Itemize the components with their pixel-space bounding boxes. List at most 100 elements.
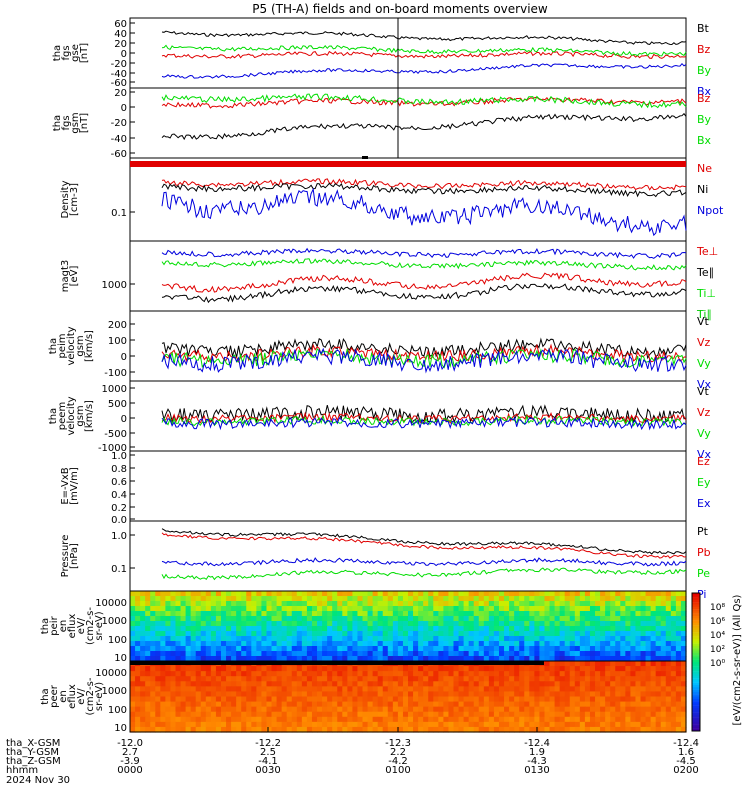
spectrogram-cell <box>210 641 217 647</box>
spectrogram-cell <box>342 721 348 728</box>
spectrogram-cell <box>205 681 212 687</box>
spectrogram-cell <box>236 636 242 642</box>
spectrogram-cell <box>402 691 409 698</box>
spectrogram-cell <box>625 701 631 708</box>
spectrogram-cell <box>256 611 263 617</box>
spectrogram-cell <box>423 696 429 703</box>
spectrogram-cell <box>524 716 530 723</box>
spectrogram-cell <box>387 706 394 713</box>
spectrogram-cell <box>170 726 177 733</box>
spectrogram-cell <box>433 621 439 627</box>
spectrogram-cell <box>205 666 212 672</box>
spectrogram-cell <box>130 711 136 718</box>
y-tick-label: -60 <box>111 149 127 160</box>
spectrogram-cell <box>226 691 232 698</box>
spectrogram-cell <box>458 591 465 597</box>
spectrogram-cell <box>544 681 551 687</box>
spectrogram-cell <box>539 686 546 693</box>
spectrogram-cell <box>595 671 601 677</box>
spectrogram-cell <box>605 611 611 617</box>
y-tick-label: 60 <box>114 19 127 30</box>
spectrogram-cell <box>423 726 429 733</box>
spectrogram-cell <box>554 606 561 612</box>
spectrogram-cell <box>281 676 288 682</box>
spectrogram-cell <box>448 621 455 627</box>
spectrogram-cell <box>600 716 606 723</box>
spectrogram-cell <box>387 676 394 682</box>
spectrogram-cell <box>584 711 591 718</box>
spectrogram-cell <box>423 721 429 728</box>
spectrogram-cell <box>549 696 556 703</box>
spectrogram-cell <box>488 611 495 617</box>
spectrogram-cell <box>311 711 318 718</box>
spectrogram-cell <box>675 646 682 652</box>
y-axis-label: fgs <box>61 45 72 60</box>
spectrogram-cell <box>226 676 232 682</box>
spectrogram-cell <box>579 596 586 602</box>
spectrogram-cell <box>584 681 591 687</box>
spectrogram-cell <box>251 676 257 682</box>
spectrogram-cell <box>362 601 369 607</box>
spectrogram-cell <box>554 641 561 647</box>
spectrogram-cell <box>625 641 631 647</box>
spectrogram-cell <box>579 606 586 612</box>
spectrogram-cell <box>408 676 414 682</box>
spectrogram-cell <box>665 721 672 728</box>
spectrogram-cell <box>458 596 465 602</box>
spectrogram-cell <box>453 601 460 607</box>
spectrogram-cell <box>544 636 551 642</box>
spectrogram-cell <box>180 691 187 698</box>
spectrogram-cell <box>645 716 652 723</box>
spectrogram-cell <box>635 706 642 713</box>
spectrogram-cell <box>387 651 394 657</box>
spectrogram-cell <box>483 716 490 723</box>
legend-label: Ne <box>697 162 712 175</box>
spectrogram-cell <box>200 626 207 632</box>
spectrogram-cell <box>605 626 611 632</box>
x-row-label: hhmm <box>6 765 38 776</box>
spectrogram-cell <box>544 686 551 693</box>
y-tick-label: 100 <box>108 705 127 716</box>
spectrogram-cell <box>529 646 535 652</box>
spectrogram-cell <box>195 721 202 728</box>
spectrogram-cell <box>347 616 353 622</box>
spectrogram-cell <box>559 611 566 617</box>
spectrogram-cell <box>145 671 151 677</box>
spectrogram-cell <box>327 626 333 632</box>
spectrogram-cell <box>514 666 520 672</box>
spectrogram-cell <box>544 721 551 728</box>
spectrogram-cell <box>140 606 146 612</box>
spectrogram-cell <box>165 621 172 627</box>
spectrogram-cell <box>660 681 667 687</box>
spectrogram-cell <box>579 626 586 632</box>
spectrogram-cell <box>236 721 242 728</box>
spectrogram-cell <box>534 711 541 718</box>
spectrogram-cell <box>175 631 182 637</box>
spectrogram-cell <box>337 651 343 657</box>
spectrogram-cell <box>311 701 318 708</box>
y-axis-label: fgs <box>61 115 72 130</box>
spectrogram-cell <box>438 671 444 677</box>
spectrogram-cell <box>549 686 556 693</box>
spectrogram-cell <box>665 681 672 687</box>
spectrogram-cell <box>595 661 601 667</box>
spectrogram-cell <box>195 631 202 637</box>
spectrogram-cell <box>256 601 263 607</box>
spectrogram-cell <box>241 601 247 607</box>
spectrogram-cell <box>306 676 313 682</box>
spectrogram-cell <box>236 611 242 617</box>
spectrogram-cell <box>675 686 682 693</box>
spectrogram-cell <box>529 711 535 718</box>
spectrogram-cell <box>185 621 192 627</box>
spectrogram-cell <box>155 651 161 657</box>
y-tick-label: 1.0 <box>111 531 127 542</box>
spectrogram-cell <box>519 721 525 728</box>
spectrogram-cell <box>200 701 207 708</box>
spectrogram-cell <box>150 631 156 637</box>
spectrogram-cell <box>595 681 601 687</box>
spectrogram-cell <box>210 711 217 718</box>
spectrogram-cell <box>433 591 439 597</box>
spectrogram-cell <box>190 671 197 677</box>
spectrogram-cell <box>246 671 252 677</box>
spectrogram-cell <box>185 671 192 677</box>
